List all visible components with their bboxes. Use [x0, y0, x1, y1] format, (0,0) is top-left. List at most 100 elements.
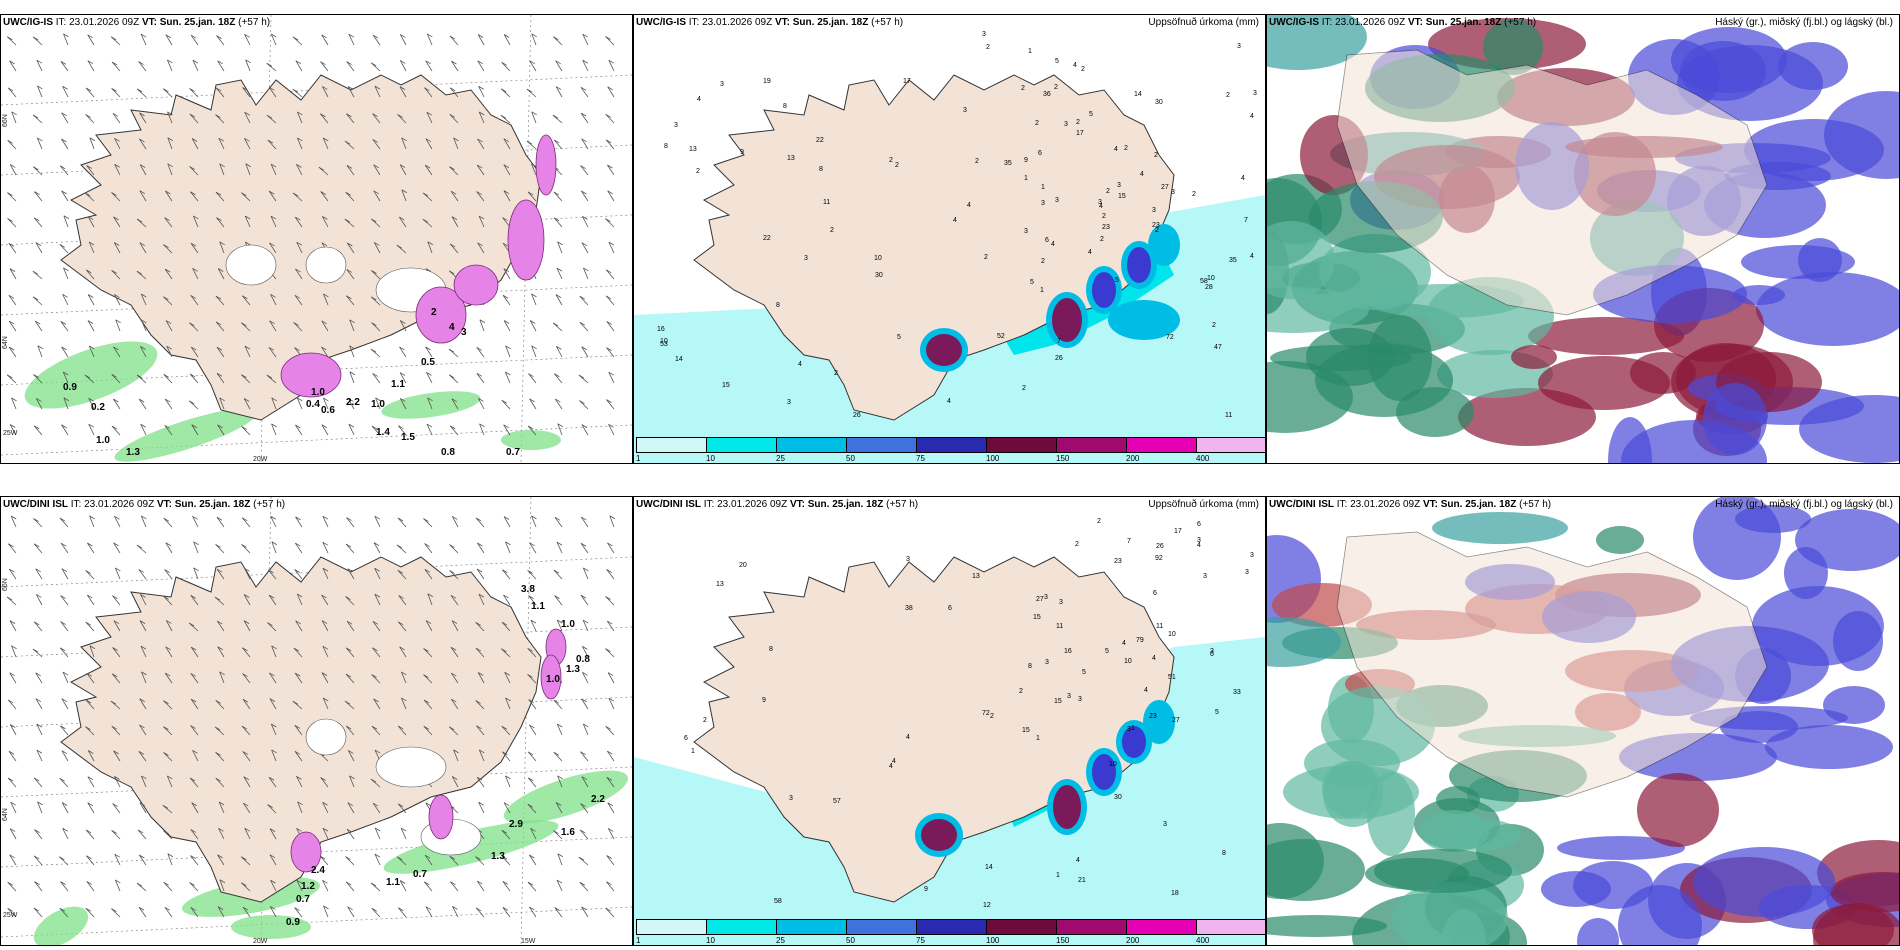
- wind-barb: [505, 345, 511, 358]
- wind-barb: [10, 801, 16, 806]
- wind-barb: [423, 648, 429, 652]
- wind-barb: [397, 114, 403, 118]
- wind-barb: [423, 518, 429, 522]
- wind-barb: [36, 137, 43, 150]
- wind-barb: [528, 595, 537, 606]
- wind-barb: [505, 541, 511, 546]
- wind-barb: [606, 620, 615, 632]
- wind-barb: [243, 802, 249, 807]
- wind-barb: [398, 425, 404, 430]
- wind-barb: [449, 87, 456, 92]
- wind-barb: [189, 882, 195, 886]
- wind-barb: [61, 190, 67, 195]
- wind-barb: [374, 85, 381, 90]
- wind-barb: [244, 215, 251, 228]
- wind-barb: [373, 190, 379, 195]
- precip-value-label: 4: [1114, 146, 1118, 153]
- precip-value-label: 3: [1253, 90, 1257, 97]
- legend-tick-label: 50: [846, 454, 855, 463]
- precip-value-label: 3: [1163, 821, 1167, 828]
- wind-barb: [114, 879, 121, 892]
- wind-barb: [141, 775, 147, 788]
- wind-barb: [7, 908, 17, 918]
- wind-barb: [217, 60, 223, 65]
- wind-speed-label: 1.3: [566, 664, 580, 675]
- precip-value-label: 3: [1245, 569, 1249, 576]
- wind-barb: [400, 320, 406, 324]
- wind-barb: [321, 34, 329, 46]
- panel-header: UWC/DINI ISL IT: 23.01.2026 09Z VT: Sun.…: [3, 499, 286, 510]
- wind-barb: [476, 776, 485, 788]
- wind-barb: [449, 374, 455, 379]
- legend-color-box: [916, 437, 986, 453]
- cloud-area: [1795, 509, 1899, 571]
- wind-barb: [372, 647, 378, 652]
- wind-barb: [9, 60, 17, 72]
- wind-barb: [505, 345, 511, 350]
- wind-barb: [553, 191, 560, 196]
- wind-barb: [87, 542, 93, 547]
- wind-barb: [425, 138, 432, 143]
- precip-value-label: 3: [1106, 224, 1110, 231]
- wind-barb: [242, 87, 248, 91]
- wind-barb: [400, 827, 407, 840]
- precip-value-label: 57: [833, 798, 841, 805]
- wind-barb: [270, 516, 277, 528]
- precip-legend: [636, 919, 1265, 935]
- wind-speed-label: 1.1: [386, 877, 400, 888]
- wind-barb: [502, 751, 511, 762]
- wind-barb: [241, 856, 247, 861]
- wind-barb: [164, 907, 173, 918]
- wind-barb: [8, 243, 17, 254]
- wind-barb: [608, 59, 615, 64]
- wind-barb: [61, 750, 69, 762]
- precip-value-label: 9: [1024, 157, 1028, 164]
- wind-barb: [7, 699, 17, 710]
- wind-barb: [605, 596, 615, 606]
- precip-value-label: 17: [1174, 528, 1182, 535]
- wind-barb: [87, 60, 94, 65]
- wind-barb: [87, 34, 95, 46]
- wind-barb: [270, 879, 276, 884]
- wind-barb: [372, 621, 381, 632]
- wind-barb: [138, 751, 145, 755]
- wind-barb: [608, 423, 614, 428]
- wind-barb: [346, 517, 352, 521]
- wind-barb: [295, 620, 303, 632]
- cloud-area: [1671, 27, 1787, 93]
- wind-barb: [582, 567, 589, 580]
- wind-barb: [346, 620, 353, 625]
- wind-barb: [399, 164, 407, 176]
- wind-barb: [114, 242, 120, 246]
- wind-barb: [344, 140, 351, 145]
- wind-barb: [477, 164, 483, 169]
- wind-barb: [61, 568, 68, 573]
- wind-barb: [346, 828, 353, 833]
- wind-barb: [139, 164, 146, 168]
- wind-barb: [553, 699, 563, 710]
- wind-barb: [269, 242, 275, 247]
- wind-barb: [243, 398, 250, 402]
- wind-barb: [347, 802, 355, 814]
- wind-barb: [372, 113, 378, 117]
- wind-barb: [110, 36, 121, 46]
- wind-barb: [582, 619, 589, 624]
- wind-barb: [111, 61, 121, 72]
- wind-barb: [607, 672, 614, 676]
- wind-barb: [452, 776, 458, 780]
- wind-barb: [59, 244, 69, 254]
- wind-barb: [321, 594, 329, 606]
- wind-barb: [606, 569, 615, 580]
- wind-barb: [268, 776, 275, 781]
- wind-barb: [554, 398, 563, 410]
- wind-barb: [527, 777, 537, 788]
- wind-barb: [217, 424, 223, 429]
- wind-barb: [163, 726, 173, 736]
- wind-barb: [475, 700, 481, 704]
- wind-barb: [33, 374, 43, 384]
- wind-barb: [581, 776, 589, 788]
- wind-barb: [373, 542, 380, 546]
- wind-barb: [529, 398, 537, 410]
- cloud-area: [1528, 317, 1684, 355]
- wind-barb: [10, 724, 16, 728]
